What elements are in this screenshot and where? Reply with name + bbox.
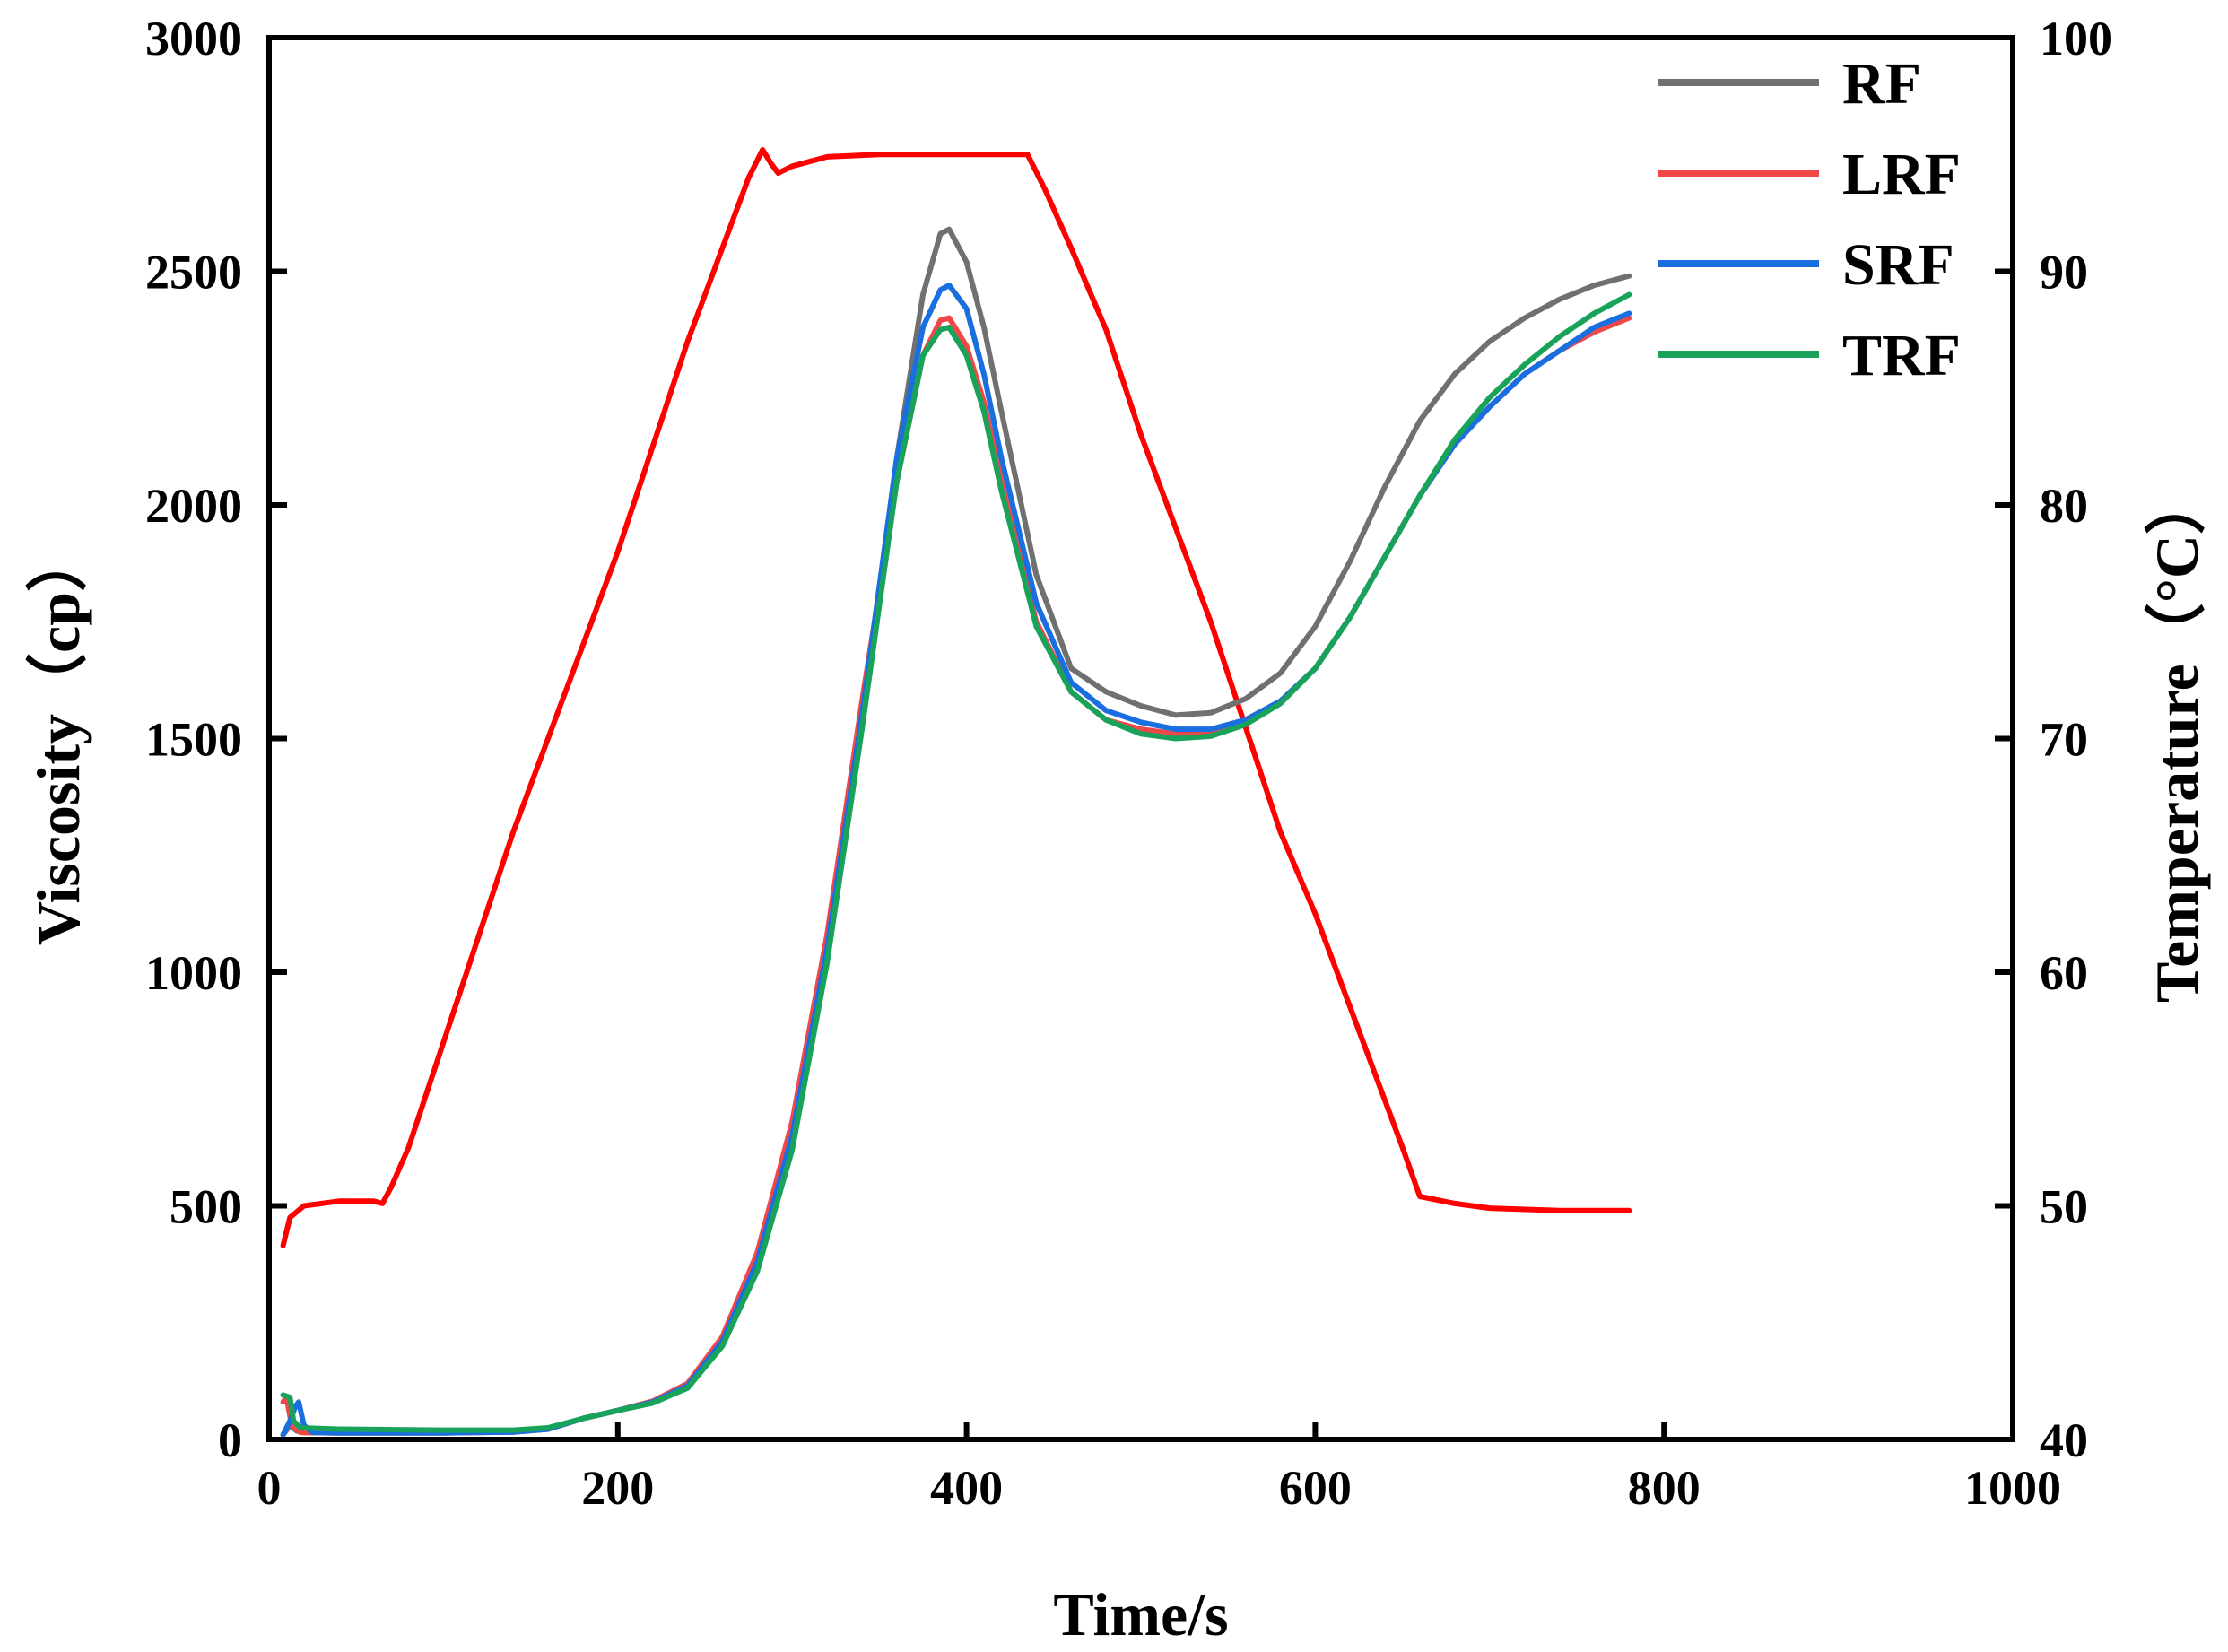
y2-axis-title: Temperature（°C） [2143, 474, 2211, 1003]
y2-tick-label-90: 90 [2040, 246, 2088, 300]
x-tick-label-600: 600 [1279, 1461, 1352, 1515]
y2-tick-label-70: 70 [2040, 713, 2088, 767]
y-axis-ticks: 0 500 1000 1500 2000 2500 3000 [145, 12, 287, 1467]
y-tick-label-500: 500 [170, 1180, 242, 1234]
y-tick-label-2500: 2500 [145, 246, 242, 300]
x-axis-title: Time/s [1053, 1580, 1228, 1648]
x-tick-label-800: 800 [1628, 1461, 1701, 1515]
x-tick-label-0: 0 [257, 1461, 282, 1515]
series-line-srf [280, 283, 1632, 1438]
y-tick-label-2000: 2000 [145, 479, 242, 533]
legend-label-trf: TRF [1842, 323, 1961, 388]
y-tick-label-0: 0 [218, 1413, 242, 1467]
legend-label-srf: SRF [1842, 232, 1954, 298]
y2-axis-ticks: 40 50 60 70 80 90 100 [1995, 12, 2112, 1467]
y-axis-title: Viscosity（cp） [24, 531, 92, 945]
series-layer [280, 147, 1632, 1438]
y-tick-label-3000: 3000 [145, 12, 242, 65]
y2-tick-label-50: 50 [2040, 1180, 2088, 1234]
legend: RF LRF SRF TRF [1658, 51, 1961, 388]
series-line-rf [280, 226, 1632, 1438]
y-tick-label-1000: 1000 [145, 946, 242, 1000]
x-tick-label-400: 400 [930, 1461, 1003, 1515]
y2-tick-label-40: 40 [2040, 1413, 2088, 1467]
legend-label-rf: RF [1842, 51, 1921, 117]
x-tick-label-1000: 1000 [1964, 1461, 2061, 1515]
plot-frame [266, 35, 2015, 1442]
y2-tick-label-80: 80 [2040, 479, 2088, 533]
y2-tick-label-60: 60 [2040, 946, 2088, 1000]
y2-tick-label-100: 100 [2040, 12, 2112, 65]
x-tick-label-200: 200 [581, 1461, 654, 1515]
series-line-trf [280, 291, 1632, 1433]
series-line-temperature [280, 147, 1632, 1248]
y-tick-label-1500: 1500 [145, 713, 242, 767]
x-axis-ticks: 0 200 400 600 800 1000 [257, 1422, 2061, 1515]
legend-label-lrf: LRF [1842, 142, 1961, 207]
